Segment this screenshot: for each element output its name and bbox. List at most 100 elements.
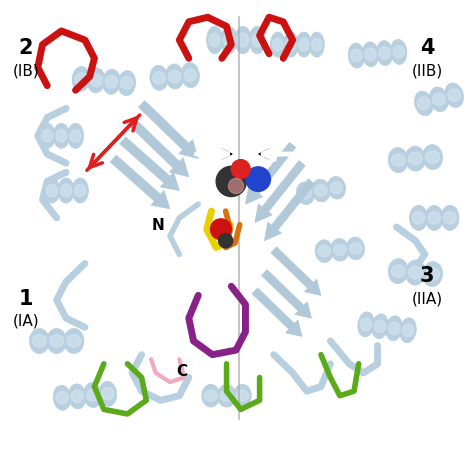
Ellipse shape [327,177,346,200]
Ellipse shape [235,27,251,55]
Ellipse shape [349,243,362,255]
Circle shape [211,219,231,240]
Ellipse shape [236,390,249,402]
Circle shape [228,179,244,194]
Ellipse shape [29,329,49,354]
Circle shape [231,160,250,179]
Ellipse shape [270,33,286,58]
Ellipse shape [428,212,440,225]
FancyArrow shape [129,120,189,177]
Ellipse shape [184,70,197,82]
Ellipse shape [152,72,165,85]
Ellipse shape [67,124,84,149]
Text: 1: 1 [19,288,33,308]
Ellipse shape [391,265,405,278]
Ellipse shape [202,384,220,407]
Ellipse shape [422,145,443,170]
Ellipse shape [102,388,114,400]
Ellipse shape [218,384,236,407]
Ellipse shape [204,390,217,402]
Ellipse shape [403,324,414,337]
Ellipse shape [53,124,69,149]
Ellipse shape [372,314,388,339]
Ellipse shape [72,179,88,204]
Ellipse shape [71,390,84,403]
Ellipse shape [448,90,461,102]
Ellipse shape [33,335,46,348]
Ellipse shape [330,182,343,194]
Ellipse shape [393,46,405,59]
Ellipse shape [181,64,199,88]
Ellipse shape [414,92,433,116]
Ellipse shape [90,75,102,87]
Ellipse shape [360,318,371,331]
FancyArrow shape [252,288,302,337]
Ellipse shape [233,384,252,407]
Ellipse shape [299,39,309,52]
Ellipse shape [209,34,220,48]
Ellipse shape [99,381,117,406]
Ellipse shape [331,239,349,262]
Ellipse shape [150,66,168,91]
Ellipse shape [444,212,456,225]
Ellipse shape [207,27,223,55]
Ellipse shape [169,71,181,84]
Ellipse shape [87,69,105,94]
Ellipse shape [409,206,428,231]
Ellipse shape [433,94,445,106]
Ellipse shape [220,390,233,402]
FancyArrow shape [271,248,321,296]
Circle shape [219,234,233,248]
Ellipse shape [118,71,135,96]
Ellipse shape [422,262,443,287]
Text: N: N [152,218,165,233]
Ellipse shape [309,33,324,58]
Ellipse shape [351,50,362,63]
Ellipse shape [417,98,430,111]
Ellipse shape [39,124,55,149]
Ellipse shape [44,179,60,204]
Text: (IIB): (IIB) [412,63,443,78]
Ellipse shape [400,318,416,343]
Ellipse shape [72,67,90,92]
Ellipse shape [223,34,235,48]
Ellipse shape [252,34,263,48]
Ellipse shape [46,185,58,197]
Ellipse shape [70,130,81,143]
Ellipse shape [312,39,322,52]
Ellipse shape [105,76,118,89]
Ellipse shape [296,33,312,58]
Circle shape [216,167,246,197]
Text: C: C [176,364,187,378]
Ellipse shape [426,152,439,164]
Ellipse shape [166,65,184,90]
Ellipse shape [362,43,379,68]
Ellipse shape [430,88,448,112]
FancyArrow shape [138,101,198,159]
Text: (IB): (IB) [13,63,39,78]
Ellipse shape [315,185,327,197]
Ellipse shape [75,185,86,197]
Ellipse shape [273,39,283,52]
Ellipse shape [390,40,407,65]
Text: (IA): (IA) [13,313,39,328]
Ellipse shape [405,147,425,172]
FancyArrow shape [264,180,315,241]
Text: 4: 4 [420,38,434,58]
Ellipse shape [56,130,67,143]
Ellipse shape [53,385,71,410]
Ellipse shape [348,44,365,69]
FancyArrow shape [245,143,296,205]
Ellipse shape [286,39,296,52]
Ellipse shape [86,389,99,401]
Ellipse shape [68,384,86,409]
Ellipse shape [75,74,87,86]
Ellipse shape [388,322,400,335]
Ellipse shape [56,392,68,404]
Ellipse shape [64,329,84,354]
Text: 2: 2 [19,38,33,58]
Ellipse shape [58,179,74,204]
Ellipse shape [84,383,101,408]
Ellipse shape [445,84,464,108]
Ellipse shape [426,268,439,281]
